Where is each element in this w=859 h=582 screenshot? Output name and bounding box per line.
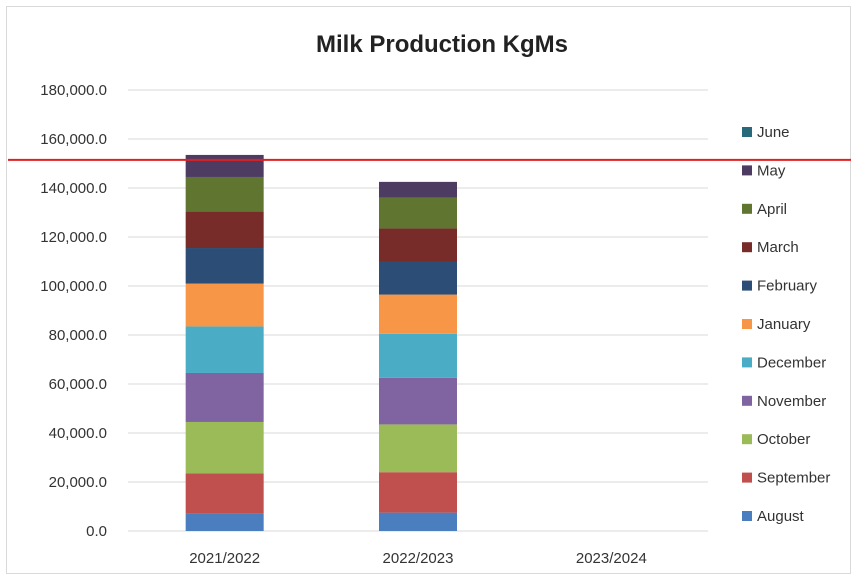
bar-segment-january-1 bbox=[185, 283, 264, 327]
legend-label-september: September bbox=[757, 470, 830, 487]
legend-label-november: November bbox=[757, 393, 826, 410]
chart-title: Milk Production KgMs bbox=[316, 31, 568, 58]
bar-segment-february-2 bbox=[379, 261, 457, 295]
y-tick-label: 160,000.0 bbox=[40, 131, 107, 148]
legend-swatch-may bbox=[742, 165, 752, 176]
y-tick-label: 80,000.0 bbox=[49, 327, 107, 344]
bar-segment-april-1 bbox=[185, 176, 264, 212]
legend-label-january: January bbox=[757, 316, 811, 333]
y-tick-label: 60,000.0 bbox=[49, 376, 107, 393]
legend-swatch-october bbox=[742, 434, 752, 445]
legend-swatch-january bbox=[742, 319, 752, 329]
legend-label-june: June bbox=[757, 124, 790, 141]
bar-segment-december-2 bbox=[379, 333, 457, 378]
legend-label-may: May bbox=[757, 162, 786, 179]
y-tick-label: 20,000.0 bbox=[49, 474, 107, 491]
legend-swatch-february bbox=[742, 280, 752, 291]
bar-segment-august-1 bbox=[185, 513, 264, 531]
bar-segment-december-1 bbox=[185, 326, 264, 373]
legend-label-february: February bbox=[757, 278, 818, 295]
legend-swatch-april bbox=[742, 203, 752, 214]
legend-swatch-september bbox=[742, 472, 752, 483]
legend-swatch-november bbox=[742, 395, 752, 406]
y-tick-label: 40,000.0 bbox=[49, 425, 107, 442]
bar-segment-may-2 bbox=[379, 181, 457, 198]
y-tick-label: 180,000.0 bbox=[40, 82, 107, 99]
x-tick-label: 2021/2022 bbox=[189, 550, 260, 567]
x-tick-label: 2022/2023 bbox=[383, 550, 454, 567]
bar-segment-october-1 bbox=[185, 421, 264, 474]
y-tick-label: 140,000.0 bbox=[40, 180, 107, 197]
bar-segment-february-1 bbox=[185, 248, 264, 284]
x-axis-ticks: 2021/2022 2022/2023 2023/2024 bbox=[189, 550, 647, 567]
bar-segment-april-2 bbox=[379, 197, 457, 229]
y-tick-label: 0.0 bbox=[86, 523, 107, 540]
legend-label-december: December bbox=[757, 354, 826, 371]
bar-segment-november-1 bbox=[185, 372, 264, 422]
bar-segment-may-1 bbox=[185, 154, 264, 177]
legend-label-march: March bbox=[757, 239, 799, 256]
bar-segment-march-1 bbox=[185, 211, 264, 249]
bar-segment-september-1 bbox=[185, 473, 264, 514]
bar-segment-august-2 bbox=[379, 512, 457, 531]
legend-label-april: April bbox=[757, 201, 787, 218]
y-tick-label: 120,000.0 bbox=[40, 229, 107, 246]
legend-swatch-march bbox=[742, 242, 752, 253]
bar-segment-september-2 bbox=[379, 472, 457, 513]
bar-segment-march-2 bbox=[379, 228, 457, 262]
bars bbox=[185, 154, 457, 531]
y-axis-ticks: 0.0 20,000.0 40,000.0 60,000.0 80,000.0 100,0… bbox=[40, 82, 107, 540]
legend-label-october: October bbox=[757, 431, 810, 448]
legend-swatch-august bbox=[742, 511, 752, 521]
x-tick-label: 2023/2024 bbox=[576, 550, 647, 567]
legend-swatch-december bbox=[742, 357, 752, 368]
bar-segment-january-2 bbox=[379, 294, 457, 334]
legend-swatch-june bbox=[742, 127, 752, 137]
legend: June May April March February January December… bbox=[742, 124, 830, 525]
y-tick-label: 100,000.0 bbox=[40, 278, 107, 295]
bar-segment-november-2 bbox=[379, 377, 457, 425]
bar-segment-october-2 bbox=[379, 424, 457, 473]
legend-label-august: August bbox=[757, 508, 805, 525]
